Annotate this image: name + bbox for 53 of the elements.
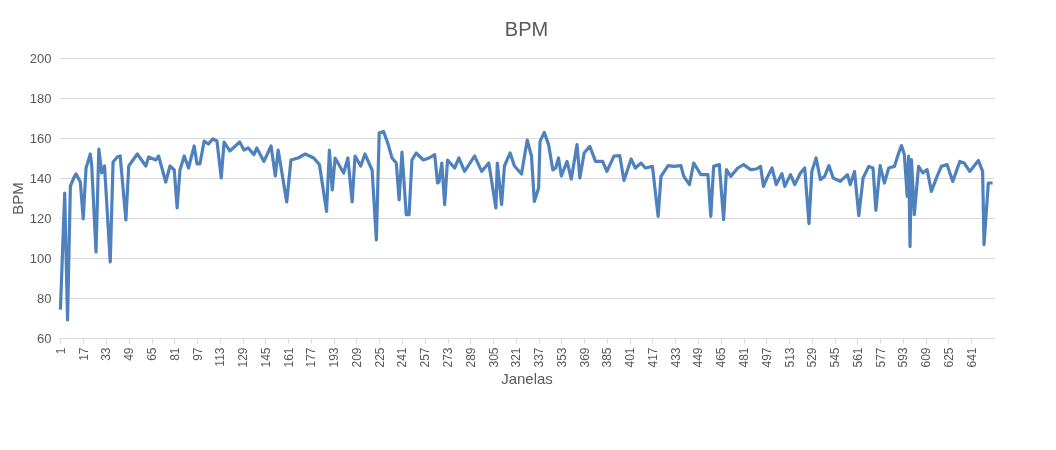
y-tick-label: 100 (29, 250, 52, 266)
x-tick-label: 1 (53, 347, 68, 355)
x-tick-label: 385 (600, 347, 615, 368)
x-tick-label: 65 (145, 347, 159, 361)
x-tick-label: 545 (828, 347, 843, 368)
x-tick-label: 481 (737, 347, 752, 368)
x-tick-label: 417 (645, 347, 660, 368)
x-tick-label: 529 (805, 347, 820, 368)
x-tick-label: 609 (919, 347, 934, 368)
x-tick-label: 625 (941, 347, 956, 368)
y-tick-label: 120 (29, 210, 52, 226)
x-tick-label: 241 (395, 347, 410, 368)
x-tick-label: 497 (759, 347, 774, 368)
x-tick-label: 193 (327, 347, 342, 368)
y-tick-label: 60 (37, 330, 52, 346)
x-tick-label: 369 (577, 347, 592, 368)
x-tick-label: 337 (532, 347, 547, 368)
y-tick-label: 80 (37, 290, 52, 306)
y-tick-label: 180 (29, 90, 52, 106)
x-axis-title: Janelas (501, 369, 553, 387)
y-tick-label: 160 (29, 130, 52, 146)
x-tick-label: 561 (850, 347, 865, 368)
x-tick-label: 465 (714, 347, 729, 368)
x-tick-label: 289 (463, 347, 478, 368)
y-axis-title: BPM (8, 182, 26, 215)
x-tick-label: 33 (99, 347, 114, 361)
x-tick-label: 113 (213, 347, 228, 367)
x-tick-label: 257 (418, 347, 433, 368)
x-tick-label: 81 (167, 347, 182, 361)
x-tick-label: 177 (304, 347, 319, 368)
line-series (58, 129, 995, 322)
y-tick-label: 140 (29, 170, 52, 186)
x-tick-label: 641 (964, 347, 979, 368)
x-tick-label: 449 (691, 347, 706, 368)
x-tick-label: 97 (190, 347, 205, 361)
x-tick-label: 305 (486, 347, 501, 368)
x-tick-label: 17 (76, 347, 91, 361)
x-tick-label: 401 (623, 347, 638, 368)
x-tick-label: 129 (236, 347, 251, 368)
x-tick-label: 321 (509, 347, 524, 368)
x-tick-label: 49 (122, 347, 137, 361)
y-tick-label: 200 (29, 50, 52, 66)
x-tick-label: 513 (782, 347, 797, 368)
x-tick-label: 161 (281, 347, 296, 368)
chart-title: BPM (504, 18, 549, 40)
x-tick-label: 225 (372, 347, 387, 368)
x-tick-label: 145 (258, 347, 273, 368)
x-tick-label: 353 (554, 347, 569, 368)
x-tick-label: 593 (896, 347, 911, 368)
x-tick-label: 273 (441, 347, 456, 368)
x-tick-label: 209 (349, 347, 364, 368)
x-tick-label: 577 (873, 347, 888, 368)
x-tick-label: 433 (668, 347, 683, 368)
